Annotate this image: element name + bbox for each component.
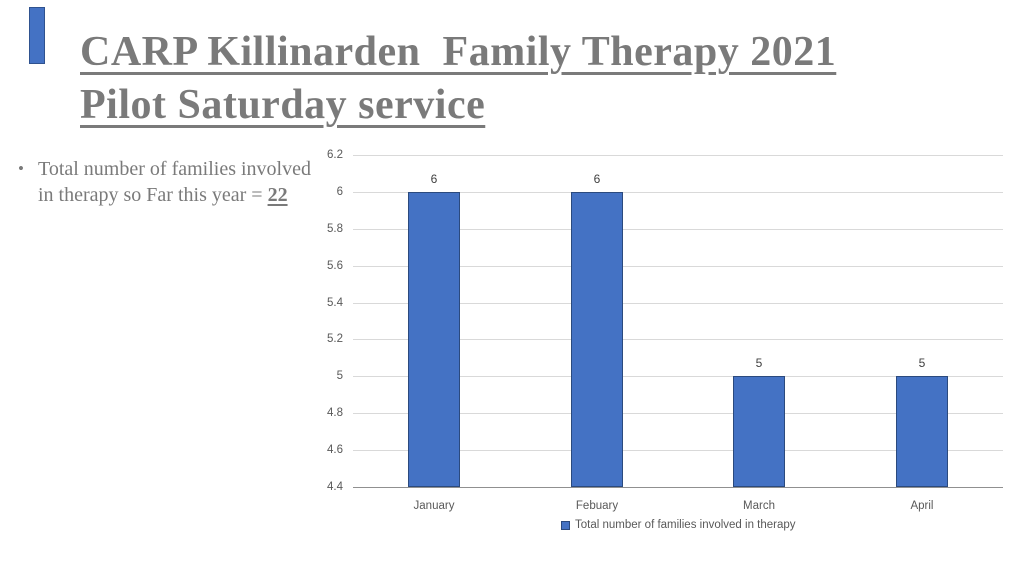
bullet-text-before: Total number of families involved in the… — [38, 158, 311, 206]
gridline — [353, 413, 1003, 414]
y-tick-label: 5 — [336, 370, 343, 382]
bullet-marker: • — [18, 159, 24, 178]
bar-january — [408, 192, 460, 487]
y-tick-label: 4.6 — [327, 444, 343, 456]
bullet-highlight-value: 22 — [267, 184, 288, 206]
gridline — [353, 229, 1003, 230]
x-axis-line — [353, 487, 1003, 488]
bullet-text: Total number of families involved in the… — [38, 156, 324, 208]
x-category-label: March — [743, 500, 775, 512]
data-label: 6 — [593, 172, 601, 186]
gridline — [353, 450, 1003, 451]
bar-febuary — [571, 192, 623, 487]
x-category-label: Febuary — [575, 500, 619, 512]
slide-title: CARP Killinarden Family Therapy 2021 Pil… — [80, 26, 960, 132]
y-tick-label: 5.6 — [327, 260, 343, 272]
y-tick-label: 5.4 — [327, 297, 343, 309]
legend-swatch-icon — [561, 520, 570, 530]
slide-title-line-2: Pilot Saturday service — [80, 82, 486, 128]
y-tick-label: 6 — [336, 186, 343, 198]
x-category-label: April — [910, 500, 934, 512]
legend-label: Total number of families involved in the… — [575, 519, 796, 531]
data-label: 5 — [755, 356, 763, 370]
gridline — [353, 192, 1003, 193]
legend: Total number of families involved in the… — [561, 519, 796, 531]
y-tick-label: 4.4 — [327, 481, 343, 493]
gridline — [353, 266, 1003, 267]
bullet-item: • Total number of families involved in t… — [18, 156, 328, 208]
y-tick-label: 5.2 — [327, 333, 343, 345]
slide-title-line-1: CARP Killinarden Family Therapy 2021 — [80, 29, 837, 75]
gridline — [353, 303, 1003, 304]
y-tick-label: 4.8 — [327, 407, 343, 419]
data-label: 5 — [918, 356, 926, 370]
gridline — [353, 339, 1003, 340]
y-tick-label: 6.2 — [327, 149, 343, 161]
gridline — [353, 376, 1003, 377]
decorative-blue-bar — [29, 7, 45, 64]
y-tick-label: 5.8 — [327, 223, 343, 235]
data-label: 6 — [430, 172, 438, 186]
x-category-label: January — [413, 500, 455, 512]
gridline — [353, 155, 1003, 156]
bar-april — [896, 376, 948, 487]
bar-march — [733, 376, 785, 487]
